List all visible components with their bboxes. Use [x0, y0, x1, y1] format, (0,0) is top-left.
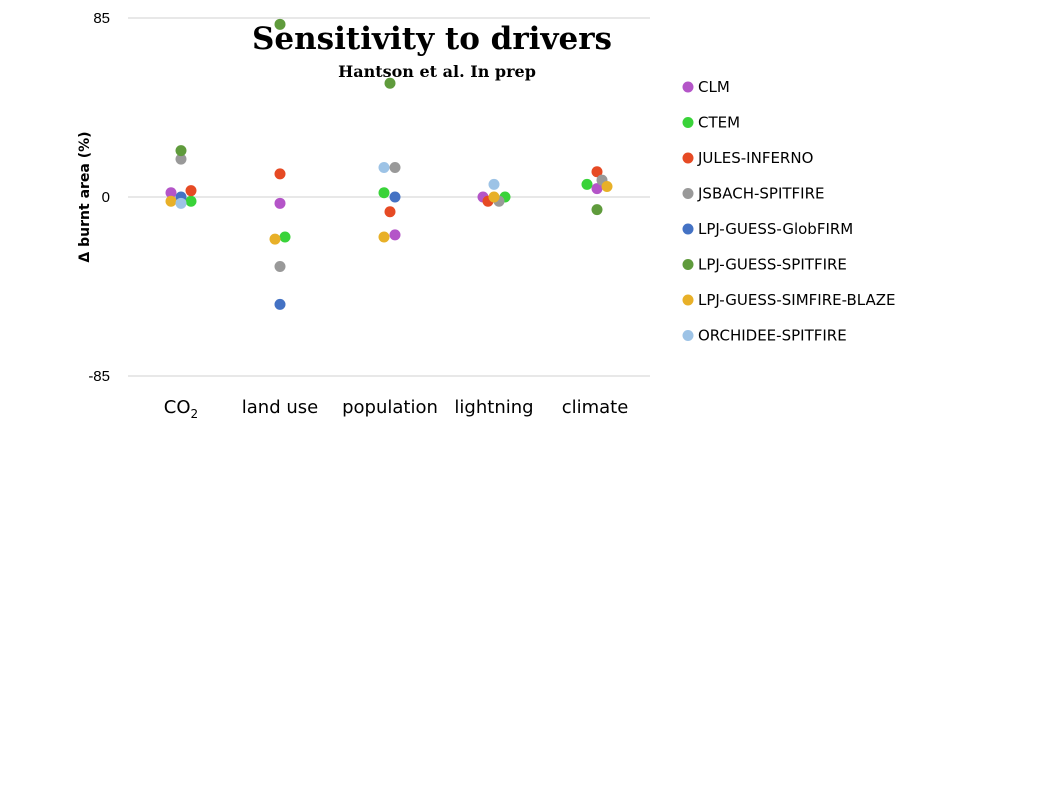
- data-point: [389, 229, 401, 241]
- data-point: [274, 197, 286, 209]
- legend-marker: [682, 294, 694, 306]
- x-category-label: land use: [242, 397, 318, 418]
- data-point: [591, 183, 603, 195]
- data-point: [175, 145, 187, 157]
- data-point: [185, 185, 197, 197]
- y-axis-label: Δ burnt area (%): [77, 131, 93, 262]
- legend-entry: JULES-INFERNO: [697, 149, 813, 167]
- data-point: [389, 191, 401, 203]
- data-point: [591, 204, 603, 216]
- legend-marker: [682, 223, 694, 235]
- data-point: [279, 231, 291, 243]
- legend: CLM CTEM JULES-INFERNO JSBACH-SPITFIRE LPJ-G…: [682, 78, 896, 345]
- legend-entry: LPJ-GUESS-GlobFIRM: [698, 220, 853, 238]
- data-point: [269, 233, 281, 245]
- legend-entry: JSBACH-SPITFIRE: [697, 185, 825, 203]
- y-tick-label: -85: [88, 368, 110, 385]
- grid-lines: [128, 17, 650, 377]
- chart-subtitle: Hantson et al. In prep: [338, 62, 536, 81]
- legend-marker: [682, 117, 694, 128]
- data-point: [601, 180, 613, 192]
- legend-entry: ORCHIDEE-SPITFIRE: [698, 327, 847, 345]
- data-point: [165, 187, 177, 199]
- data-point: [274, 260, 286, 272]
- x-category-label: population: [342, 397, 438, 418]
- legend-entry: LPJ-GUESS-SIMFIRE-BLAZE: [698, 291, 896, 309]
- data-point: [488, 178, 500, 190]
- data-points: [165, 18, 613, 310]
- data-point: [378, 231, 390, 243]
- x-category-label: climate: [562, 397, 629, 418]
- data-point: [488, 191, 500, 203]
- x-category-label: CO2: [164, 397, 198, 421]
- legend-entry: LPJ-GUESS-SPITFIRE: [698, 256, 847, 274]
- data-point: [175, 197, 187, 209]
- legend-marker: [682, 152, 694, 164]
- legend-entry: CTEM: [698, 114, 740, 132]
- x-category-label: lightning: [454, 397, 533, 418]
- chart-title: Sensitivity to drivers: [252, 21, 612, 57]
- data-point: [165, 195, 177, 207]
- data-point: [274, 168, 286, 180]
- y-tick-label: 0: [102, 189, 110, 206]
- y-tick-label: 85: [93, 10, 110, 27]
- legend-marker: [682, 81, 694, 93]
- data-point: [384, 206, 396, 218]
- data-point: [378, 187, 390, 199]
- legend-marker: [682, 188, 694, 199]
- data-point: [274, 298, 286, 310]
- legend-entry: CLM: [698, 78, 730, 96]
- data-point: [591, 166, 603, 178]
- legend-marker: [682, 330, 694, 341]
- legend-marker: [682, 259, 694, 270]
- data-point: [389, 162, 401, 174]
- data-point: [384, 77, 396, 89]
- data-point: [378, 162, 390, 174]
- data-point: [185, 195, 197, 207]
- data-point: [274, 18, 286, 30]
- data-point: [175, 153, 187, 165]
- data-point: [581, 178, 593, 190]
- x-categories: CO2 land use population lightning climate: [164, 397, 629, 421]
- y-ticks: 85 0 -85: [88, 10, 110, 385]
